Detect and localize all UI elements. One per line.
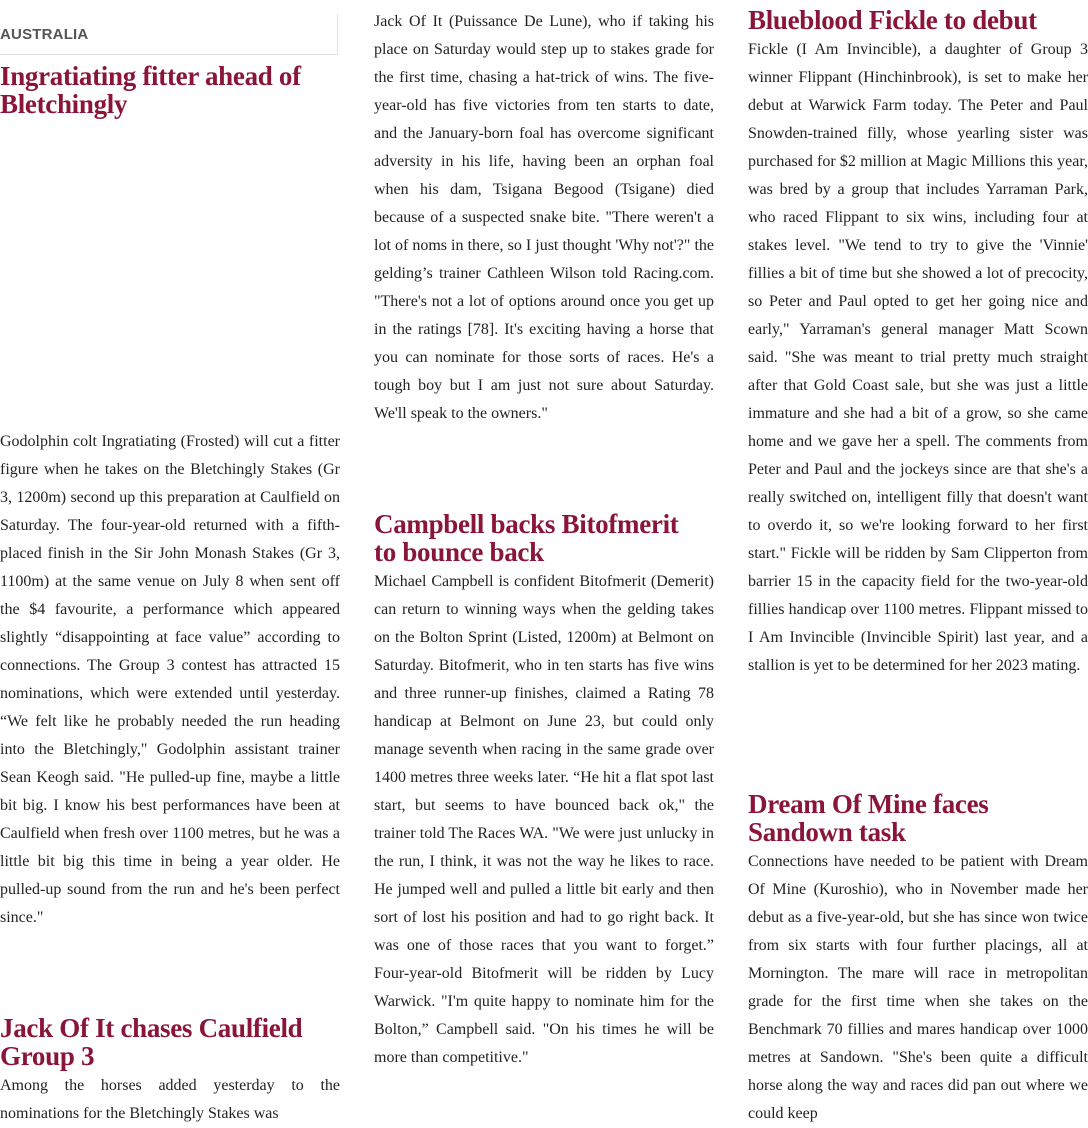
section-label: AUSTRALIA: [0, 26, 89, 43]
section-label-box: AUSTRALIA: [0, 14, 338, 55]
headline[interactable]: Blueblood Fickle to debut: [748, 5, 1037, 35]
article-ingratiating: Ingratiating fitter ahead of Bletchingly: [0, 62, 340, 118]
article-dream-of-mine: Dream Of Mine faces Sandown task Connect…: [748, 790, 1088, 1128]
headline[interactable]: Campbell backs Bitofmerit to bounce back: [374, 509, 679, 567]
article-body: Godolphin colt Ingratiating (Frosted) wi…: [0, 433, 340, 926]
headline[interactable]: Dream Of Mine faces Sandown task: [748, 789, 989, 847]
article-body: Fickle (I Am Invincible), a daughter of …: [748, 41, 1088, 674]
article-body: Among the horses added yesterday to the …: [0, 1077, 340, 1122]
headline[interactable]: Ingratiating fitter ahead of Bletchingly: [0, 61, 301, 119]
article-campbell: Campbell backs Bitofmerit to bounce back…: [374, 510, 714, 1072]
article-body-continued: Jack Of It (Puissance De Lune), who if t…: [374, 13, 714, 422]
headline[interactable]: Jack Of It chases Caulfield Group 3: [0, 1013, 303, 1071]
article-fickle: Blueblood Fickle to debut Fickle (I Am I…: [748, 6, 1088, 680]
article-jack-of-it: Jack Of It chases Caulfield Group 3 Amon…: [0, 1014, 340, 1128]
article-body: Connections have needed to be patient wi…: [748, 853, 1088, 1122]
article-body: Michael Campbell is confident Bitofmerit…: [374, 573, 714, 1066]
